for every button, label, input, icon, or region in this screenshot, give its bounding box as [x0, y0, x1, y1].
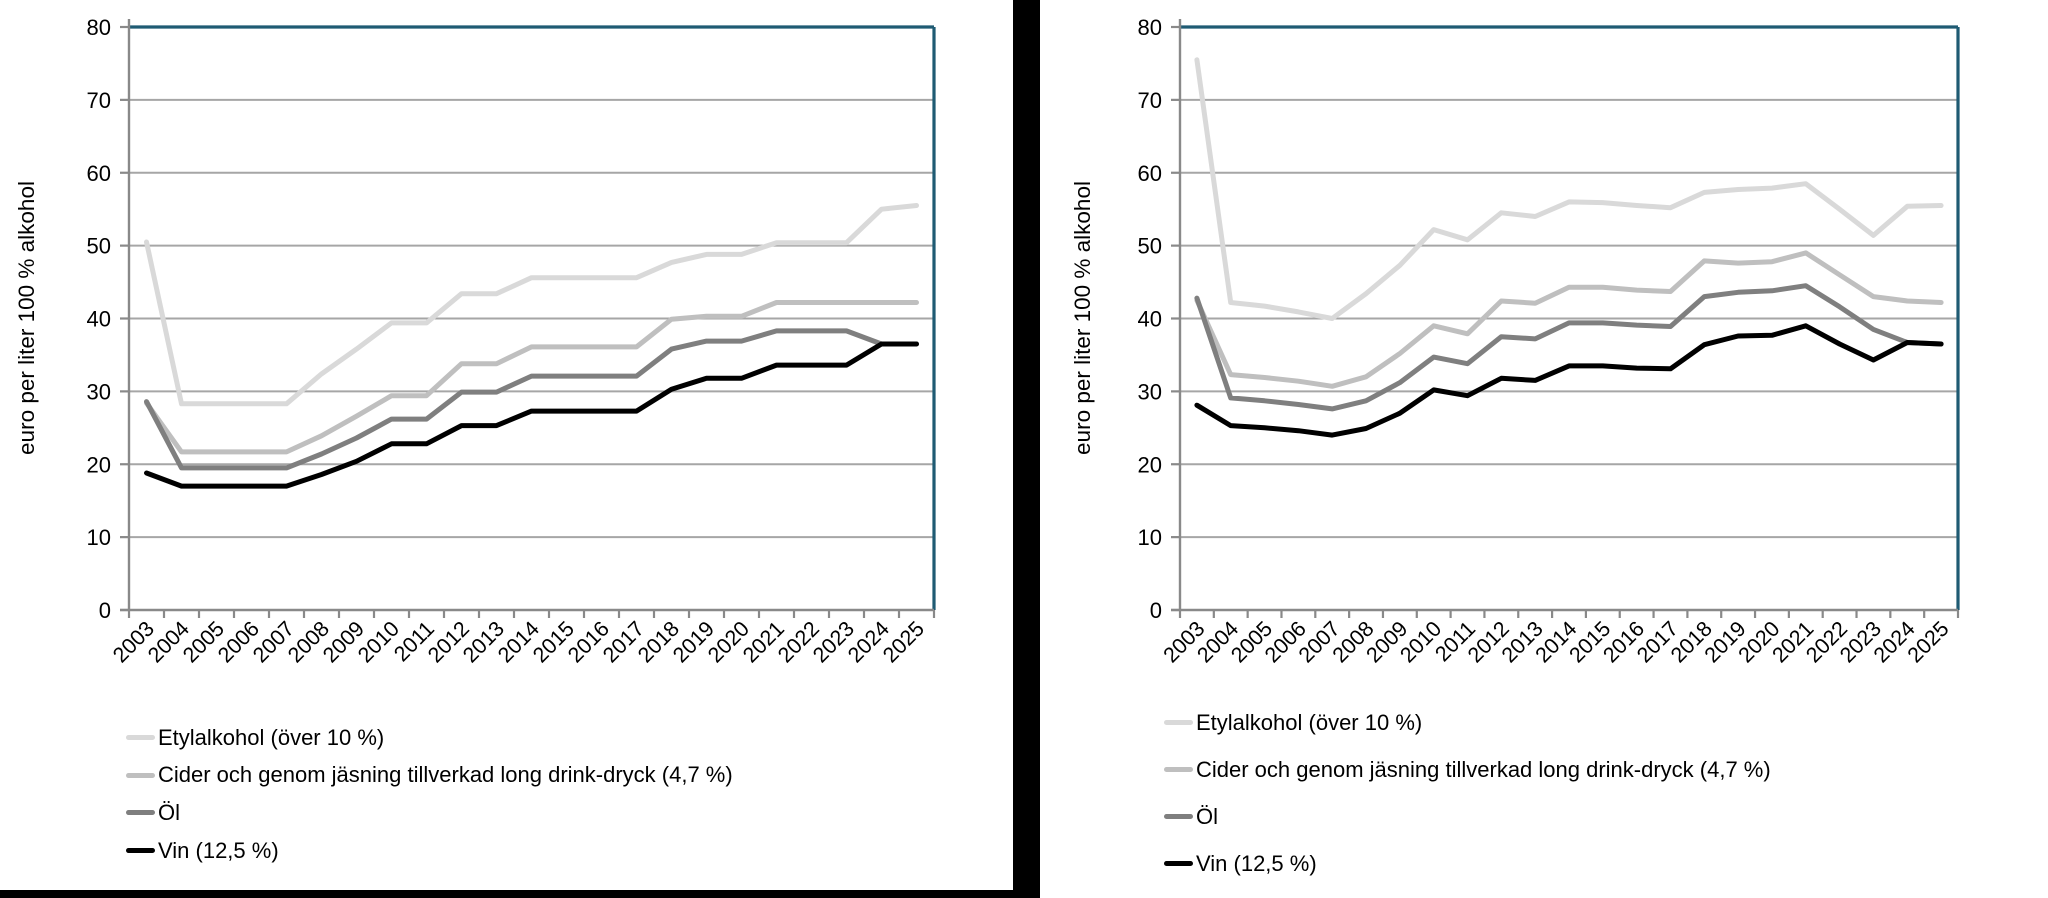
- chart-legend: Etylalkohol (över 10 %) Cider och genom …: [126, 719, 733, 869]
- legend-item: Öl: [126, 794, 733, 832]
- line-etylalkohol: [1194, 57, 1944, 321]
- y-tick-label: 60: [87, 161, 111, 186]
- legend-item: Vin (12,5 %): [126, 832, 733, 870]
- y-tick-label: 10: [1138, 525, 1162, 550]
- legend-line-swatch: [1164, 767, 1193, 772]
- line-ol: [144, 328, 919, 471]
- y-tick-label: 80: [1138, 15, 1162, 40]
- line-cider-long-drink: [144, 300, 919, 455]
- y-tick-label: 20: [1138, 452, 1162, 477]
- legend-item: Öl: [1164, 793, 1771, 840]
- x-tick-label: 2025: [1903, 617, 1954, 668]
- y-tick-label: 30: [1138, 379, 1162, 404]
- y-tick-label: 40: [1138, 307, 1162, 332]
- line-etylalkohol: [144, 203, 919, 407]
- nominal-price-line-chart: euro per liter 100 % alkohol 0 10 20 30 40 50…: [14, 15, 936, 668]
- legend-label: Etylalkohol (över 10 %): [1196, 709, 1423, 735]
- legend-item: Vin (12,5 %): [1164, 840, 1771, 887]
- legend-item: Etylalkohol (över 10 %): [126, 719, 733, 757]
- y-tick-label: 40: [87, 307, 111, 332]
- y-tick-label: 50: [87, 234, 111, 259]
- legend-line-swatch: [126, 848, 155, 854]
- legend-label: Öl: [158, 799, 180, 825]
- left-panel-bottom-border: [0, 890, 1040, 898]
- panel-divider-bar: [1013, 0, 1040, 898]
- legend-label: Öl: [1196, 803, 1218, 829]
- y-tick-label: 30: [87, 379, 111, 404]
- legend-label: Vin (12,5 %): [1196, 850, 1317, 876]
- legend-item: Cider och genom jäsning tillverkad long …: [1164, 746, 1771, 793]
- y-tick-label: 0: [99, 598, 111, 623]
- legend-line-swatch: [1164, 814, 1193, 819]
- legend-item: Cider och genom jäsning tillverkad long …: [126, 757, 733, 795]
- y-axis-title: euro per liter 100 % alkohol: [14, 181, 39, 455]
- y-tick-label: 70: [1138, 88, 1162, 113]
- legend-label: Etylalkohol (över 10 %): [158, 724, 385, 750]
- line-vin: [144, 341, 919, 489]
- x-tick-label: 2025: [878, 617, 929, 668]
- real-price-line-chart: euro per liter 100 % alkohol 0 10 20 30 40 50…: [1070, 15, 1960, 668]
- y-tick-label: 10: [87, 525, 111, 550]
- line-cider-long-drink: [1194, 250, 1944, 389]
- legend-item: Etylalkohol (över 10 %): [1164, 699, 1771, 746]
- legend-label: Vin (12,5 %): [158, 837, 279, 863]
- line-vin: [1194, 323, 1944, 438]
- legend-line-swatch: [1164, 861, 1193, 866]
- legend-line-swatch: [126, 772, 155, 778]
- right-chart-panel: euro per liter 100 % alkohol 0 10 20 30 40 50…: [1040, 0, 2048, 898]
- left-chart-panel: euro per liter 100 % alkohol 0 10 20 30 40 50…: [0, 0, 1013, 898]
- y-axis-title: euro per liter 100 % alkohol: [1070, 181, 1095, 455]
- y-tick-label: 50: [1138, 234, 1162, 259]
- legend-line-swatch: [1164, 720, 1193, 725]
- y-tick-label: 70: [87, 88, 111, 113]
- chart-legend: Etylalkohol (över 10 %) Cider och genom …: [1164, 699, 1771, 887]
- line-ol: [1194, 283, 1944, 412]
- legend-label: Cider och genom jäsning tillverkad long …: [158, 762, 733, 788]
- legend-label: Cider och genom jäsning tillverkad long …: [1196, 756, 1771, 782]
- y-tick-label: 60: [1138, 161, 1162, 186]
- legend-line-swatch: [126, 735, 155, 741]
- y-tick-label: 0: [1150, 598, 1162, 623]
- y-tick-label: 20: [87, 452, 111, 477]
- legend-line-swatch: [126, 810, 155, 816]
- y-tick-label: 80: [87, 15, 111, 40]
